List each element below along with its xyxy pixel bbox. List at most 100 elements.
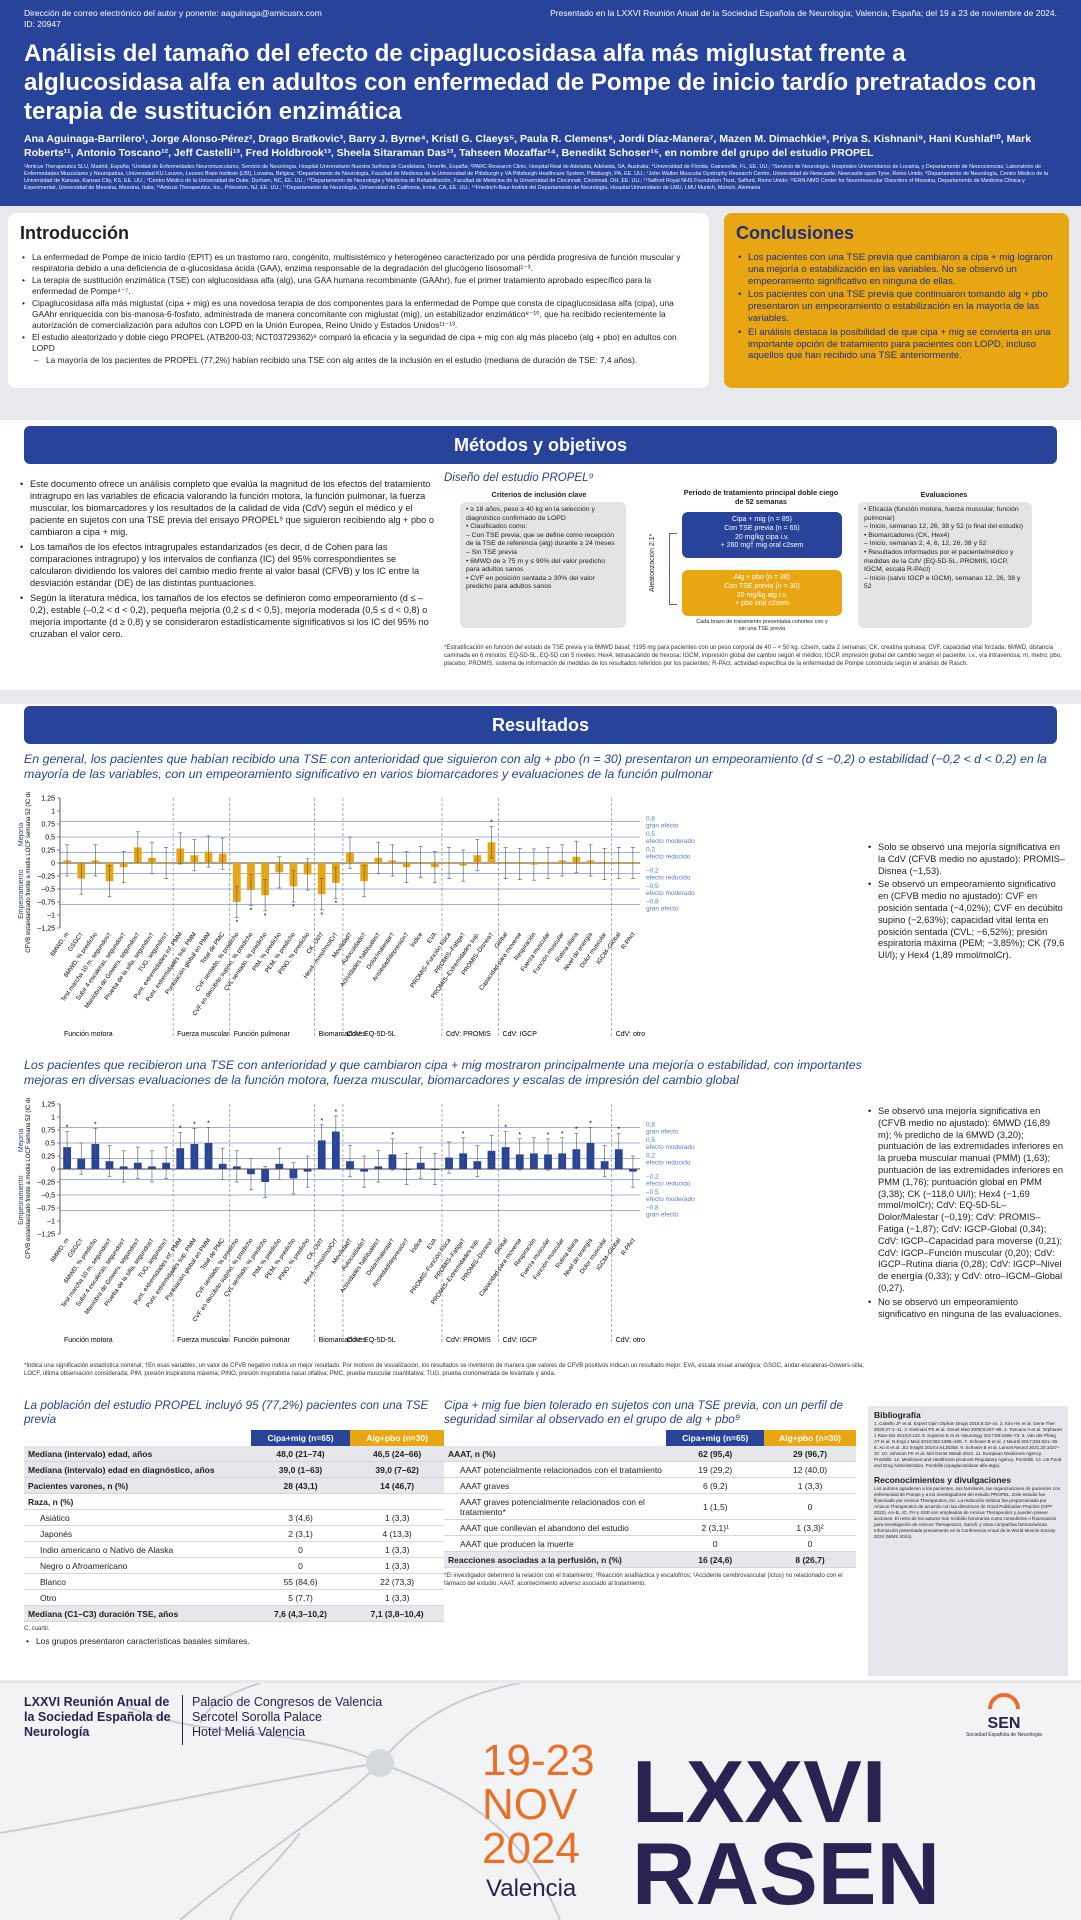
meeting-city: Valencia [486, 1875, 577, 1902]
results-statement-2: Los pacientes que recibieron una TSE con… [24, 1058, 862, 1087]
cell-cipa-mig [250, 1493, 351, 1510]
y-axis-label: CFVB estandarizado frente a media LOCF s… [26, 792, 32, 953]
methods-heading: Métodos y objetivos [24, 426, 1057, 464]
cell-alg-pbo: 1 (3,3)² [764, 1519, 856, 1536]
group-label: Función motora [64, 1031, 113, 1038]
row-label: Blanco [24, 1573, 251, 1590]
y-axis-label: CFVB estandarizado frente a media LOCF s… [26, 1098, 32, 1259]
randomization-label: Aleatorización 2:1* [649, 533, 656, 593]
cell-cipa-mig: 62 (95,4) [666, 1446, 765, 1462]
table-header [444, 1430, 666, 1446]
conclusions-panel: Conclusiones Los pacientes con una TSE p… [724, 213, 1069, 388]
table-row: Indio americano o Nativo de Alaska 0 1 (3,… [24, 1541, 444, 1558]
methods-text: Este documento ofrece un análisis comple… [18, 478, 438, 643]
study-design: Diseño del estudio PROPEL⁹ Criterios de … [444, 472, 1064, 668]
presentation-info: Presentado en la LXXVI Reunión Anual de … [550, 8, 1057, 18]
threshold-name: efecto moderado [646, 1144, 695, 1151]
row-label: Asiático [24, 1509, 251, 1526]
big-roman-numeral: LXXVI [632, 1742, 887, 1841]
side-bullet: Se observó una mejoría significativa en … [866, 1106, 1066, 1295]
conclusion-bullet: Los pacientes con una TSE previa que con… [736, 289, 1057, 324]
threshold-label: 0,8 [646, 1121, 655, 1128]
row-label: Negro o Afroamericano [24, 1557, 251, 1574]
cell-alg-pbo: 12 (40,0) [764, 1461, 856, 1478]
criteria-box: • ≥ 18 años, peso ≥ 40 kg en la selecció… [460, 502, 626, 628]
cell-alg-pbo: 7,1 (3,8–10,4) [350, 1605, 444, 1622]
date-month: NOV [482, 1780, 578, 1829]
x-tick-label: EVA [426, 930, 439, 944]
results-side-text-1: Solo se observó una mejoría significativ… [866, 842, 1066, 964]
group-label: CdV: otro [616, 1031, 645, 1038]
row-label: Japonés [24, 1525, 251, 1542]
y-tick-label: 1 [51, 809, 55, 816]
y-tick-label: 0,25 [41, 848, 55, 855]
significance-marker: * [179, 1126, 182, 1133]
significance-marker: * [66, 1125, 69, 1132]
intro-bullet: La enfermedad de Pompe de inicio tardío … [20, 252, 697, 273]
acknowledgements-heading: Reconocimientos y divulgaciones [874, 1475, 1011, 1485]
sen-logo-arc [988, 1693, 1020, 1710]
row-label: AAAT potencialmente relacionados con el … [444, 1461, 667, 1478]
significance-marker: * [617, 1127, 620, 1134]
population-panel: La población del estudio PROPEL incluyó … [24, 1398, 444, 1649]
threshold-name: efecto moderado [646, 890, 695, 897]
cell-alg-pbo: 4 (13,3) [350, 1525, 444, 1542]
population-bullet: Los grupos presentaron características b… [24, 1636, 444, 1647]
forest-plot-cipa-mig: 0,8 gran efecto 0,5 efecto moderado 0,2 efect… [18, 1079, 858, 1363]
conclusions-heading: Conclusiones [736, 223, 855, 243]
significance-marker: * [320, 912, 323, 919]
safety-title: Cipa + mig fue bien tolerado en sujetos … [444, 1398, 844, 1426]
table-header-alg: Alg+pbo (n=30) [764, 1430, 856, 1446]
intro-sub-bullet: La mayoría de los pacientes de PROPEL (7… [20, 355, 697, 366]
group-label: CdV: otro [616, 1337, 645, 1344]
table-row: Negro o Afroamericano 0 1 (3,3) [24, 1557, 444, 1574]
y-tick-label: 1 [51, 1115, 55, 1122]
y-tick-label: 0,5 [45, 1141, 55, 1148]
threshold-label: –0,2 [646, 867, 659, 874]
intro-bullet: El estudio aleatorizado y doble ciego PR… [20, 332, 697, 353]
introduction-panel: Introducción La enfermedad de Pompe de i… [8, 213, 709, 388]
cell-cipa-mig: 16 (24,6) [666, 1551, 765, 1568]
bibliography-text: 1. Cabello JF et al. Expert Opin Orphan … [874, 1421, 1062, 1468]
threshold-label: –0,2 [646, 1173, 659, 1180]
threshold-name: efecto moderado [646, 838, 695, 845]
threshold-name: gran efecto [646, 906, 679, 913]
table-row: Asiático 3 (4,6) 1 (3,3) [24, 1509, 444, 1526]
y-tick-label: –0,5 [41, 1193, 55, 1200]
group-label: CdV: PROMIS [446, 1031, 491, 1038]
threshold-name: efecto moderado [646, 1196, 695, 1203]
row-label: Mediana (intervalo) edad en diagnóstico,… [24, 1461, 251, 1478]
row-label: AAAT graves [444, 1477, 667, 1494]
neuron-background-art [0, 1683, 561, 1920]
results-heading: Resultados [24, 706, 1057, 744]
venue-item: Hotel Meliá Valencia [192, 1725, 306, 1739]
group-label: Fuerza muscular [177, 1031, 230, 1038]
table-row: Otro 5 (7,7) 1 (3,3) [24, 1589, 444, 1606]
cell-alg-pbo: 8 (26,7) [764, 1551, 856, 1568]
threshold-label: 0,5 [646, 831, 655, 838]
methods-bullet: Los tamaños de los efectos intragrupales… [18, 541, 438, 589]
sen-logo-text: SEN [987, 1715, 1021, 1732]
threshold-label: –0,8 [646, 899, 659, 906]
x-tick-label: 6MWD, m [49, 1237, 71, 1264]
side-bullet: Solo se observó una mejoría significativ… [866, 842, 1066, 877]
venue-item: Sercotel Sorolla Palace [192, 1710, 322, 1724]
y-tick-label: 0,75 [41, 1128, 55, 1135]
population-footnote: C, cuartil. [24, 1626, 50, 1632]
cell-alg-pbo: 22 (73,3) [350, 1573, 444, 1590]
x-tick-label: 6MWD, m [49, 931, 71, 958]
acknowledgements-text: Los autores agradecen a los pacientes, s… [874, 1486, 1061, 1539]
group-label: Función pulmonar [234, 1337, 291, 1344]
results-statement-1: En general, los pacientes que habían rec… [24, 752, 1047, 781]
cell-alg-pbo: 1 (3,3) [350, 1509, 444, 1526]
row-label: AAAT, n (%) [444, 1446, 667, 1462]
row-label: Raza, n (%) [24, 1493, 251, 1510]
row-label: Otro [24, 1589, 251, 1606]
y-tick-label: –0,75 [37, 900, 55, 907]
row-label: AAAT que producen la muerte [444, 1535, 667, 1552]
evaluations-box: • Eficacia (función motora, fuerza muscu… [858, 502, 1032, 628]
bibliography-heading: Bibliografía [874, 1410, 921, 1420]
cell-cipa-mig: 2 (3,1)¹ [666, 1519, 765, 1536]
cell-alg-pbo [350, 1493, 444, 1510]
